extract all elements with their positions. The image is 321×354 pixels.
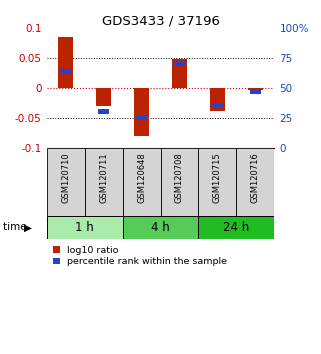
Bar [198, 148, 237, 216]
Bar [47, 216, 123, 239]
Bar [58, 37, 73, 88]
Bar [198, 216, 274, 239]
Bar [123, 148, 160, 216]
Text: GSM120708: GSM120708 [175, 152, 184, 203]
Text: ▶: ▶ [24, 223, 32, 233]
Bar [96, 88, 111, 106]
Bar [250, 89, 261, 94]
Text: time: time [3, 223, 30, 233]
Bar [174, 62, 185, 67]
Title: GDS3433 / 37196: GDS3433 / 37196 [101, 14, 220, 27]
Text: GSM120711: GSM120711 [99, 152, 108, 203]
Bar [237, 148, 274, 216]
Text: GSM120710: GSM120710 [61, 152, 70, 203]
Text: 1 h: 1 h [75, 221, 94, 234]
Text: 4 h: 4 h [151, 221, 170, 234]
Bar [172, 59, 187, 88]
Bar [160, 148, 198, 216]
Bar [60, 69, 71, 74]
Text: GSM120716: GSM120716 [251, 152, 260, 203]
Bar [123, 216, 198, 239]
Text: GSM120715: GSM120715 [213, 152, 222, 203]
Bar [210, 88, 225, 111]
Bar [98, 109, 109, 114]
Bar [47, 148, 84, 216]
Text: GSM120648: GSM120648 [137, 152, 146, 203]
Text: 24 h: 24 h [223, 221, 250, 234]
Bar [248, 88, 263, 90]
Legend: log10 ratio, percentile rank within the sample: log10 ratio, percentile rank within the … [51, 244, 229, 268]
Bar [134, 88, 149, 136]
Bar [212, 103, 223, 108]
Bar [84, 148, 123, 216]
Bar [136, 115, 147, 120]
